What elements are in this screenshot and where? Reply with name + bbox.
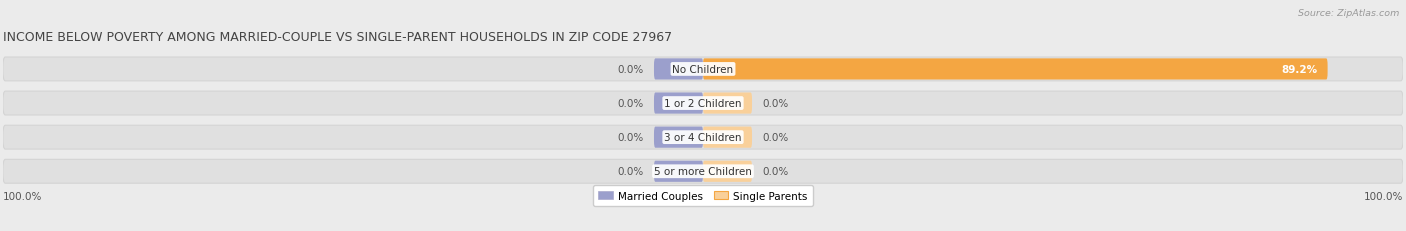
- Text: 0.0%: 0.0%: [762, 99, 789, 109]
- FancyBboxPatch shape: [703, 59, 1327, 80]
- Text: 0.0%: 0.0%: [617, 65, 644, 75]
- Text: Source: ZipAtlas.com: Source: ZipAtlas.com: [1298, 9, 1399, 18]
- FancyBboxPatch shape: [3, 58, 1403, 82]
- Text: 100.0%: 100.0%: [1364, 191, 1403, 201]
- FancyBboxPatch shape: [3, 126, 1403, 149]
- Text: 0.0%: 0.0%: [617, 133, 644, 143]
- FancyBboxPatch shape: [654, 127, 703, 148]
- FancyBboxPatch shape: [654, 161, 703, 182]
- FancyBboxPatch shape: [3, 92, 1403, 116]
- FancyBboxPatch shape: [703, 127, 752, 148]
- Text: 3 or 4 Children: 3 or 4 Children: [664, 133, 742, 143]
- Text: 100.0%: 100.0%: [3, 191, 42, 201]
- FancyBboxPatch shape: [654, 93, 703, 114]
- Legend: Married Couples, Single Parents: Married Couples, Single Parents: [593, 185, 813, 206]
- Text: 0.0%: 0.0%: [762, 133, 789, 143]
- FancyBboxPatch shape: [3, 160, 1403, 183]
- Text: 5 or more Children: 5 or more Children: [654, 167, 752, 176]
- FancyBboxPatch shape: [703, 161, 752, 182]
- Text: 89.2%: 89.2%: [1281, 65, 1317, 75]
- Text: 1 or 2 Children: 1 or 2 Children: [664, 99, 742, 109]
- Text: INCOME BELOW POVERTY AMONG MARRIED-COUPLE VS SINGLE-PARENT HOUSEHOLDS IN ZIP COD: INCOME BELOW POVERTY AMONG MARRIED-COUPL…: [3, 31, 672, 44]
- Text: 0.0%: 0.0%: [617, 167, 644, 176]
- Text: No Children: No Children: [672, 65, 734, 75]
- Text: 0.0%: 0.0%: [617, 99, 644, 109]
- FancyBboxPatch shape: [703, 93, 752, 114]
- FancyBboxPatch shape: [654, 59, 703, 80]
- Text: 0.0%: 0.0%: [762, 167, 789, 176]
